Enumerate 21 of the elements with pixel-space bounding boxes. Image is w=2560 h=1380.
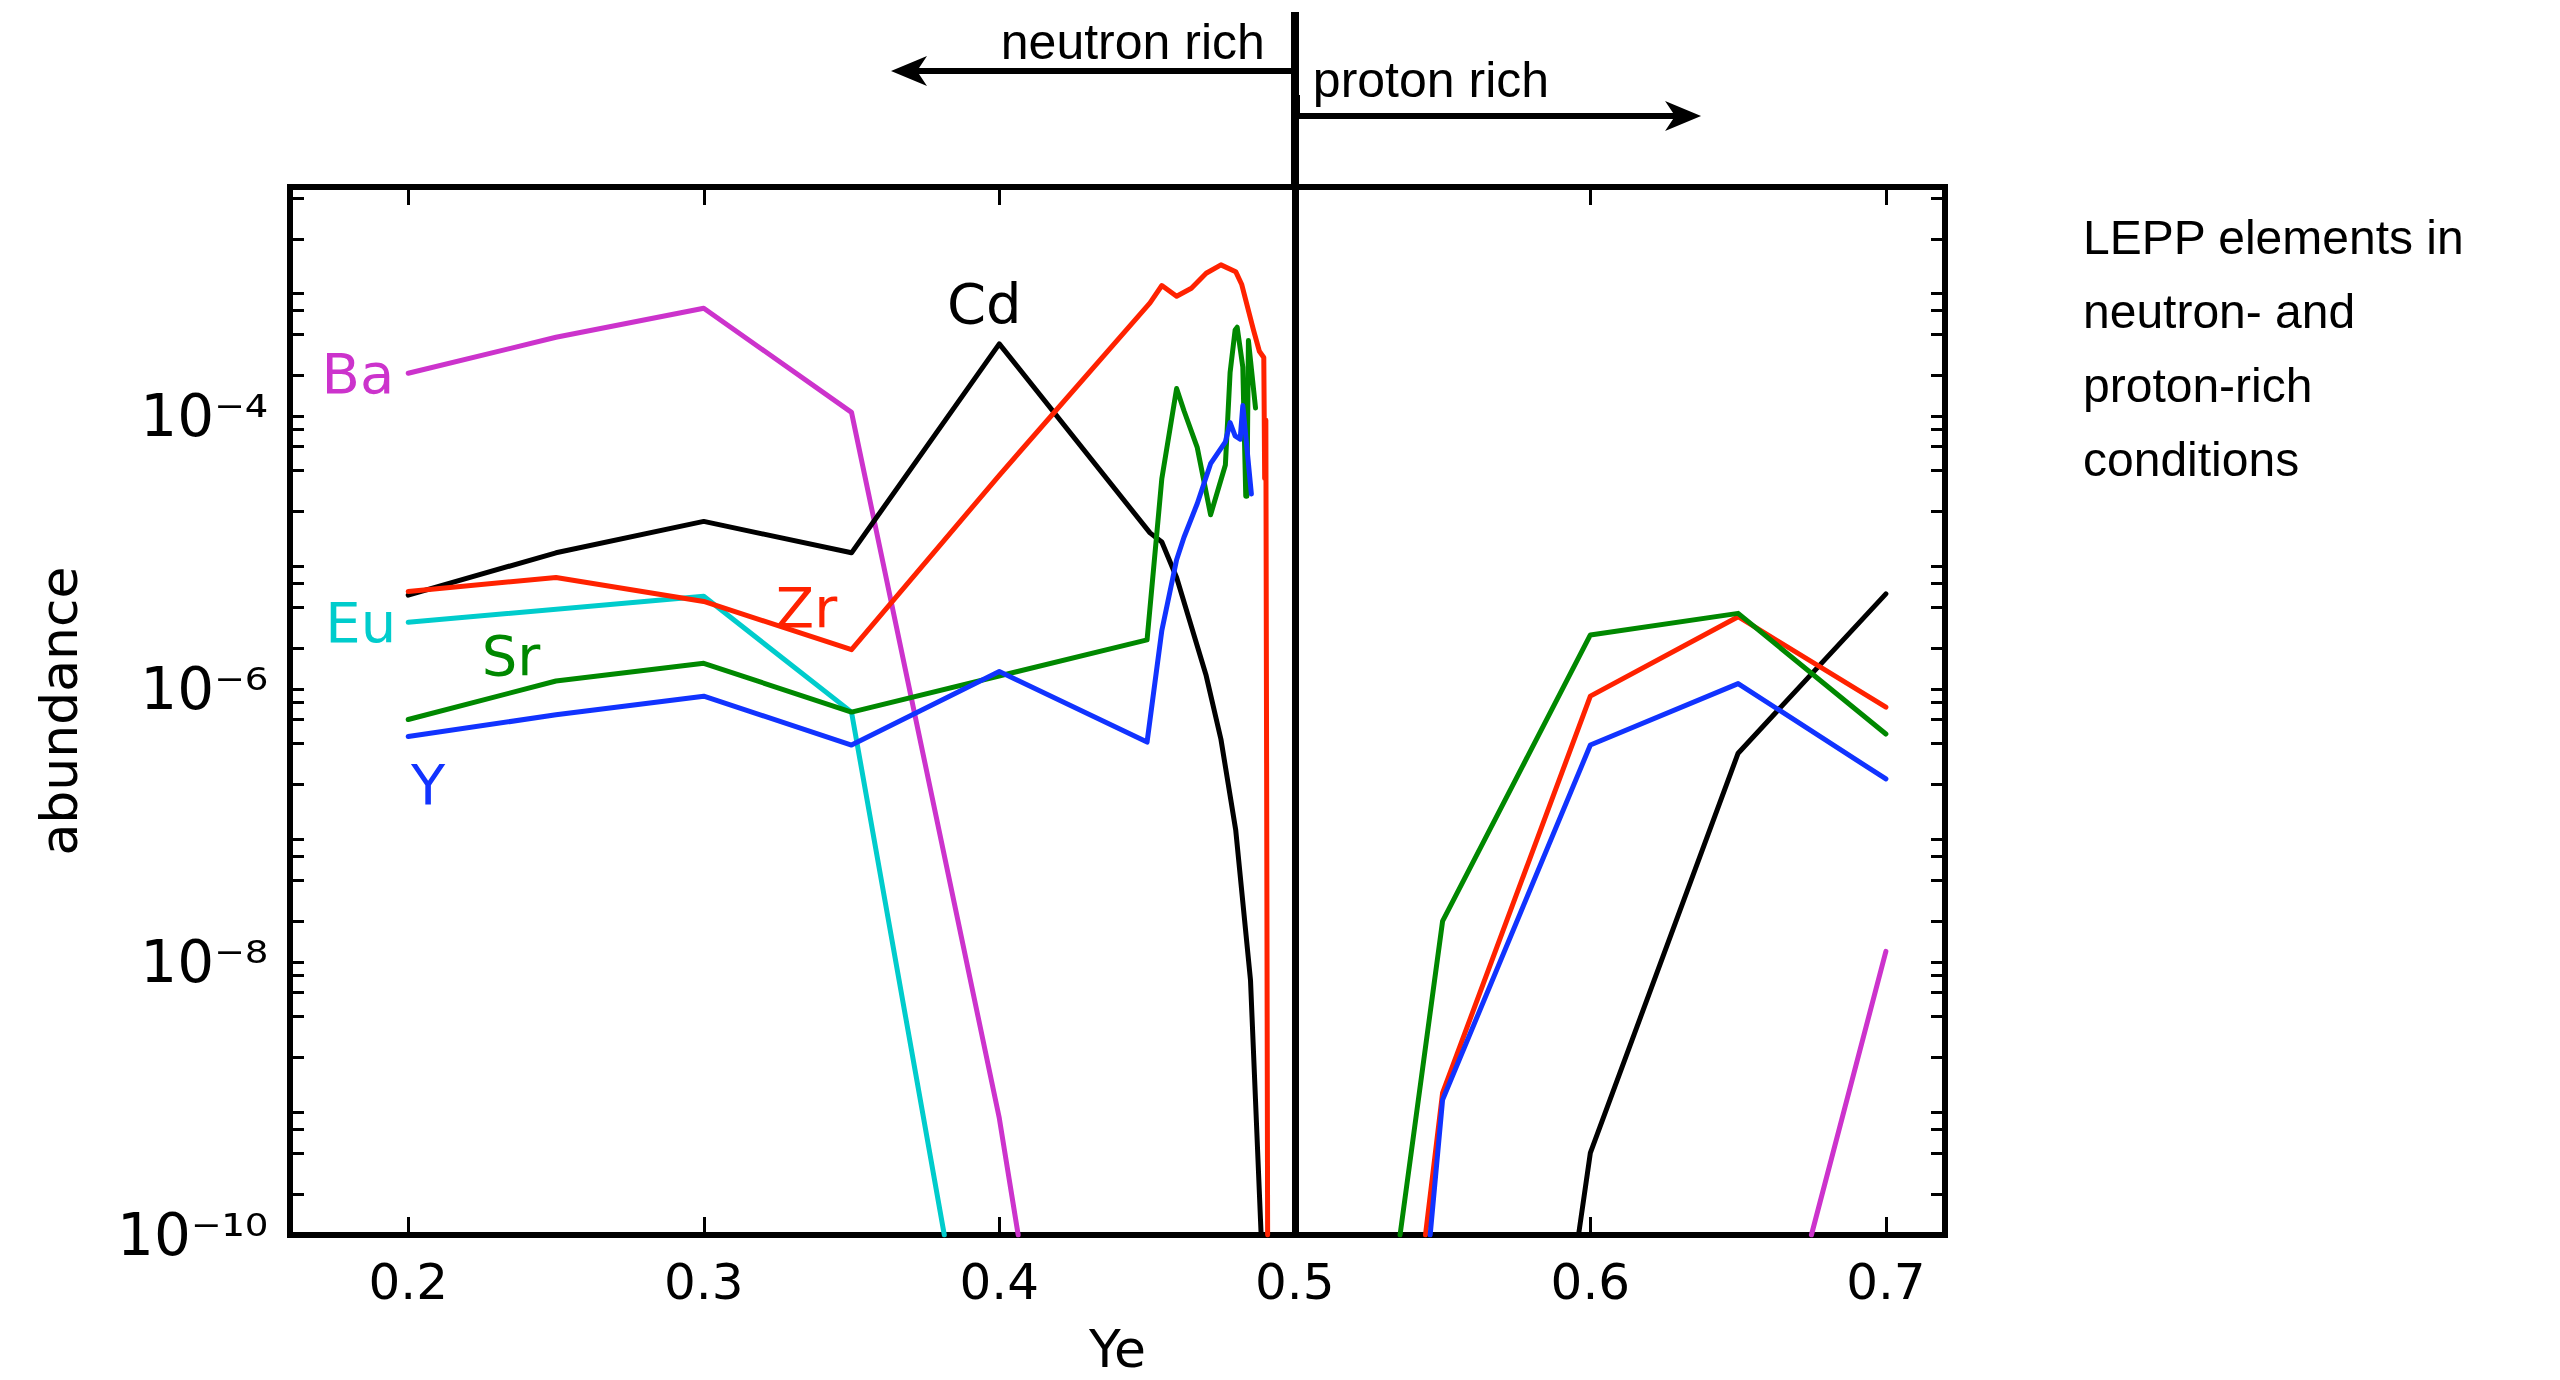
text: proton rich [1312, 52, 1550, 108]
legend-label: Cd [946, 271, 1022, 337]
text: neutron rich [1000, 14, 1265, 70]
y-tick-label: 10⁻⁶ [140, 655, 268, 724]
series-label: Sr [481, 623, 542, 689]
x-tick-label: 0.6 [1550, 1253, 1631, 1311]
series-label: Eu [325, 589, 397, 655]
y-tick-label: 10⁻⁸ [140, 928, 268, 997]
text: LEPP elements in neutron- and proton-rich conditions [2083, 210, 2478, 486]
series-label: Zr [775, 575, 839, 641]
x-tick-label: 0.2 [368, 1253, 448, 1311]
y-tick-label: 10⁻¹⁰ [117, 1201, 268, 1269]
x-axis-title: Ye [1088, 1319, 1146, 1379]
x-tick-label: 0.3 [663, 1253, 744, 1311]
series-label: Y [410, 752, 447, 818]
x-tick-label: 0.7 [1846, 1253, 1926, 1311]
y-tick-label: 10⁻⁴ [140, 382, 268, 451]
x-tick-label: 0.4 [959, 1253, 1040, 1311]
y-axis-title: abundance [29, 566, 89, 856]
x-tick-label: 0.5 [1255, 1253, 1335, 1311]
series-label: Ba [321, 340, 395, 406]
